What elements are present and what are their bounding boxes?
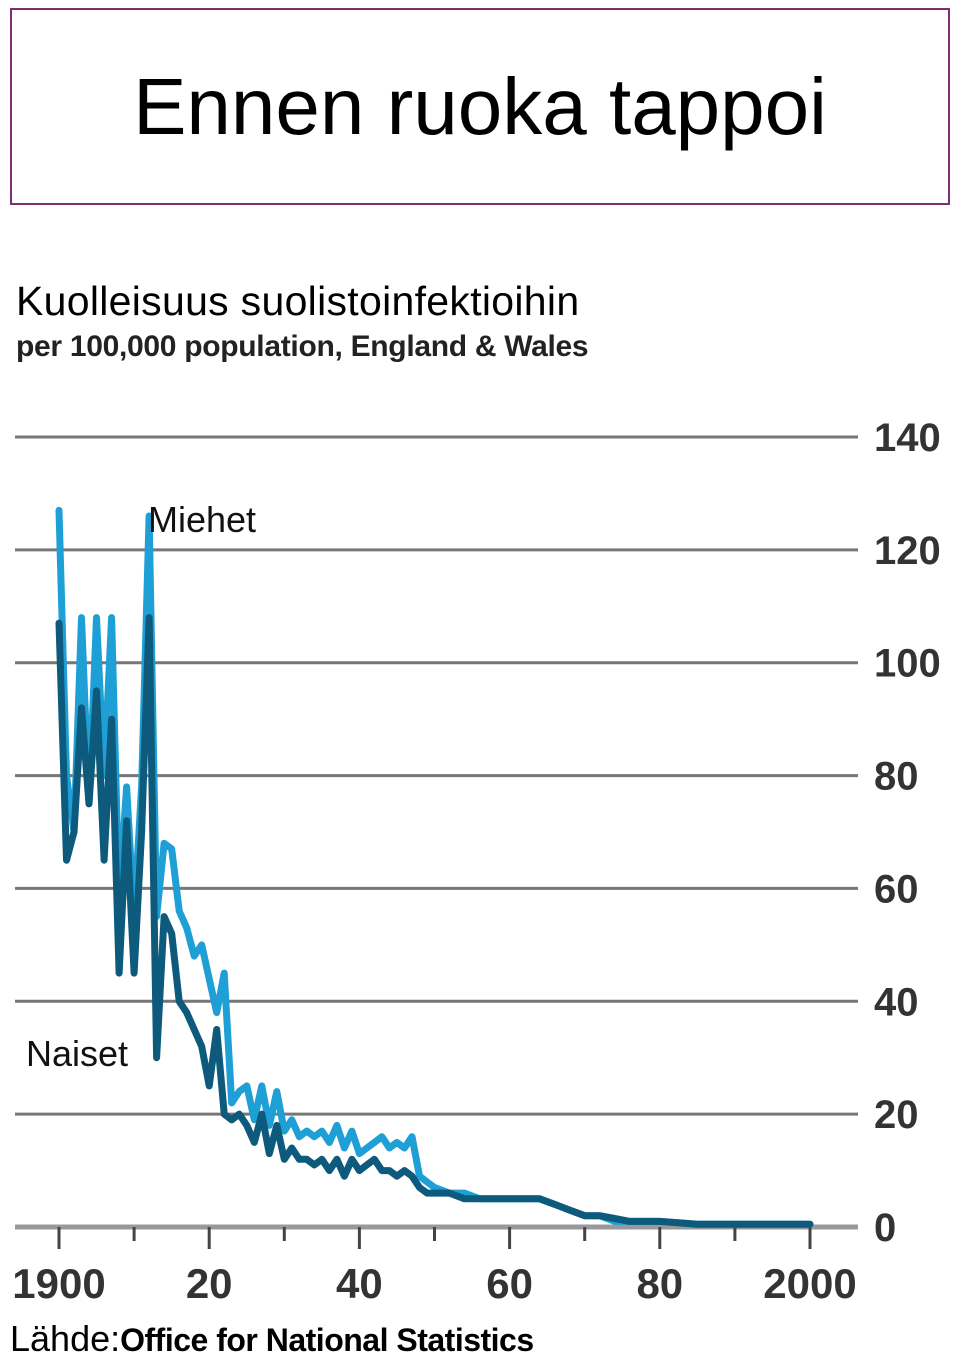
series-label-naiset: Naiset — [26, 1033, 128, 1074]
y-tick-label: 0 — [874, 1206, 896, 1250]
x-tick-label: 80 — [636, 1260, 683, 1307]
series-line-miehet — [55, 506, 814, 1228]
y-tick-label: 120 — [874, 529, 941, 573]
chart-title: Kuolleisuus suolistoinfektioihin — [16, 278, 580, 324]
source-note: Lähde:Office for National Statistics — [10, 1318, 534, 1360]
x-tick-label: 2000 — [763, 1260, 856, 1307]
slide-title: Ennen ruoka tappoi — [133, 61, 827, 151]
y-tick-label: 40 — [874, 980, 919, 1024]
y-tick-label: 100 — [874, 642, 941, 686]
x-axis-ticks: 1900 20 40 60 80 2000 — [12, 1227, 857, 1307]
source-label: Lähde: — [10, 1318, 121, 1359]
x-tick-label: 1900 — [12, 1260, 105, 1307]
y-tick-label: 20 — [874, 1093, 919, 1137]
slide-title-box: Ennen ruoka tappoi — [10, 8, 950, 205]
y-tick-label: 140 — [874, 416, 941, 460]
y-tick-label: 60 — [874, 867, 919, 911]
x-tick-label: 40 — [336, 1260, 383, 1307]
series-label-miehet: Miehet — [148, 499, 256, 540]
x-tick-label: 20 — [186, 1260, 233, 1307]
chart-subtitle: per 100,000 population, England & Wales — [16, 330, 589, 363]
source-organization: Office for National Statistics — [120, 1322, 534, 1358]
chart-labels: Miehet Naiset — [26, 499, 256, 1074]
y-tick-label: 80 — [874, 755, 919, 799]
series-lines — [55, 506, 814, 1228]
series-line-naiset — [55, 614, 814, 1228]
x-tick-label: 60 — [486, 1260, 533, 1307]
